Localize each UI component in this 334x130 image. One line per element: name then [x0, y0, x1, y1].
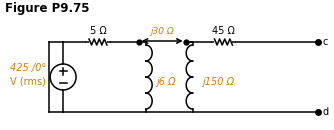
- Text: j150 Ω: j150 Ω: [202, 77, 235, 87]
- Text: j6 Ω: j6 Ω: [156, 77, 175, 87]
- Text: d: d: [322, 107, 328, 117]
- Text: c: c: [322, 37, 327, 47]
- Text: 425 /0°: 425 /0°: [10, 63, 46, 73]
- Text: 5 Ω: 5 Ω: [90, 26, 106, 36]
- Text: Figure P9.75: Figure P9.75: [5, 2, 90, 15]
- Text: j30 Ω: j30 Ω: [150, 27, 174, 36]
- Text: 45 Ω: 45 Ω: [212, 26, 235, 36]
- Text: V (rms): V (rms): [10, 76, 46, 86]
